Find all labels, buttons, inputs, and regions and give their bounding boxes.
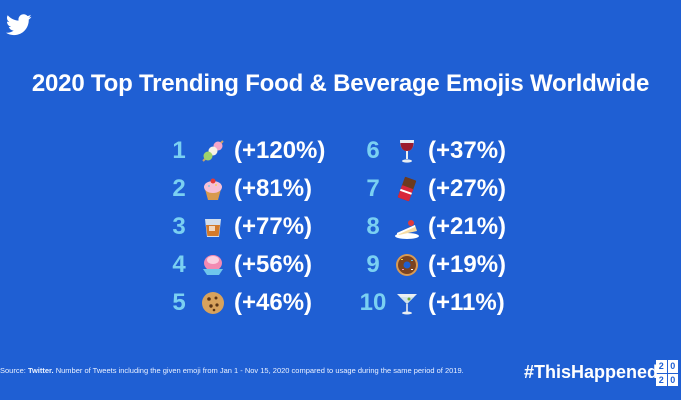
cocktail-glass-icon xyxy=(397,294,417,315)
list-item: 9 (+19%) xyxy=(356,246,576,284)
cupcake-icon xyxy=(204,178,222,200)
badge-digit: 0 xyxy=(667,360,678,373)
rank-number: 8 xyxy=(366,213,380,240)
tumbler-glass-icon xyxy=(205,219,221,237)
list-item: 1 (+120%) xyxy=(162,132,382,170)
rank-number: 2 xyxy=(172,175,186,202)
wine-glass-icon xyxy=(400,140,414,163)
change-value: (+81%) xyxy=(234,175,313,202)
shortcake-icon xyxy=(395,220,419,239)
change-value: (+37%) xyxy=(428,137,507,164)
rank-number: 5 xyxy=(172,289,186,316)
chocolate-bar-icon xyxy=(397,176,417,202)
page-title: 2020 Top Trending Food & Beverage Emojis… xyxy=(31,70,650,97)
rank-number: 6 xyxy=(366,137,380,164)
rank-number: 4 xyxy=(172,251,186,278)
shaved-ice-icon xyxy=(203,255,223,275)
badge-digit: 2 xyxy=(656,373,667,386)
rank-number: 9 xyxy=(366,251,380,278)
rank-number: 10 xyxy=(359,289,387,316)
list-item: 2 (+81%) xyxy=(162,170,382,208)
twitter-bird-icon xyxy=(6,14,32,36)
change-value: (+120%) xyxy=(234,137,326,164)
list-item: 6 (+37%) xyxy=(356,132,576,170)
list-item: 3 (+77%) xyxy=(162,208,382,246)
ranking-column-right: 6 (+37%) 7 (+27%) 8 xyxy=(356,132,576,322)
dango-icon xyxy=(202,140,224,162)
ranking-column-left: 1 (+120%) 2 (+81%) 3 xyxy=(162,132,382,322)
rank-number: 3 xyxy=(172,213,186,240)
badge-digit: 2 xyxy=(656,360,667,373)
change-value: (+56%) xyxy=(234,251,313,278)
hashtag: #ThisHappened xyxy=(524,362,659,382)
list-item: 10 (+11%) xyxy=(356,284,576,322)
change-value: (+27%) xyxy=(428,175,507,202)
change-value: (+46%) xyxy=(234,289,313,316)
change-value: (+77%) xyxy=(234,213,313,240)
source-name: Twitter. xyxy=(27,366,54,375)
cookie-icon xyxy=(202,292,224,314)
source-note: Source: Twitter. Number of Tweets includ… xyxy=(0,366,464,375)
list-item: 4 (+56%) xyxy=(162,246,382,284)
doughnut-icon xyxy=(396,254,418,276)
list-item: 5 (+46%) xyxy=(162,284,382,322)
year-badge: 2 0 2 0 xyxy=(656,360,678,386)
rank-number: 1 xyxy=(172,137,186,164)
list-item: 8 (+21%) xyxy=(356,208,576,246)
list-item: 7 (+27%) xyxy=(356,170,576,208)
badge-digit: 0 xyxy=(667,373,678,386)
change-value: (+19%) xyxy=(428,251,507,278)
change-value: (+21%) xyxy=(428,213,507,240)
change-value: (+11%) xyxy=(428,289,505,316)
rank-number: 7 xyxy=(366,175,380,202)
